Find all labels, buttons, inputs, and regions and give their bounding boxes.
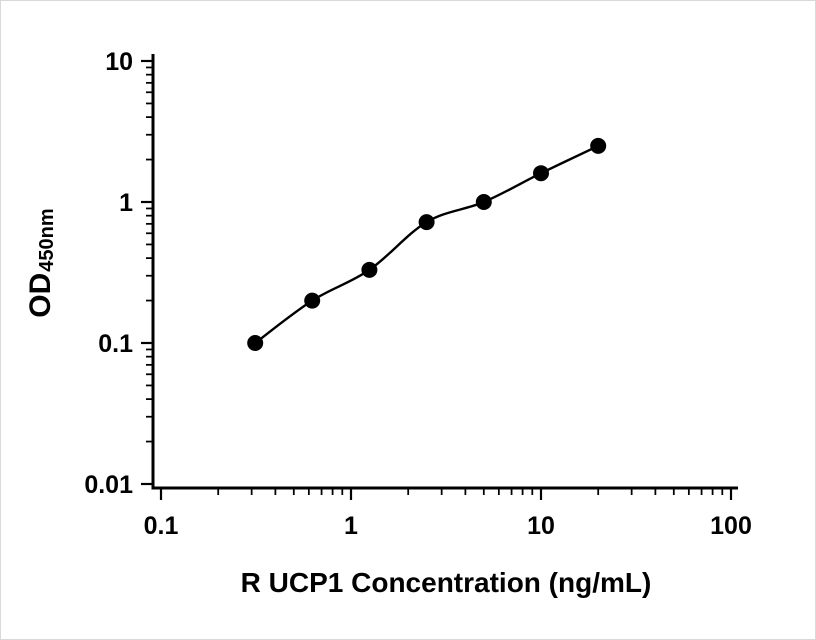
- y-tick-label: 0.1: [98, 330, 133, 358]
- x-axis-label: R UCP1 Concentration (ng/mL): [240, 567, 652, 598]
- x-tick-label: 0.1: [144, 512, 179, 540]
- data-point: [590, 137, 607, 154]
- x-tick-label: 1: [344, 512, 358, 540]
- data-point: [418, 214, 435, 231]
- data-point: [361, 261, 378, 278]
- y-axis-label: OD 450nm: [16, 153, 66, 373]
- x-tick-label: 100: [710, 512, 752, 540]
- y-axis-label-main: OD: [24, 272, 57, 318]
- data-point: [304, 292, 321, 309]
- data-point: [533, 165, 549, 182]
- y-tick-label: 10: [105, 48, 133, 76]
- data-point: [247, 335, 264, 351]
- y-tick-label: 0.01: [84, 471, 133, 499]
- x-tick-label: 10: [527, 512, 555, 540]
- y-axis-label-subscript: 450nm: [36, 208, 58, 272]
- data-point: [475, 194, 492, 210]
- y-tick-label: 1: [119, 189, 133, 217]
